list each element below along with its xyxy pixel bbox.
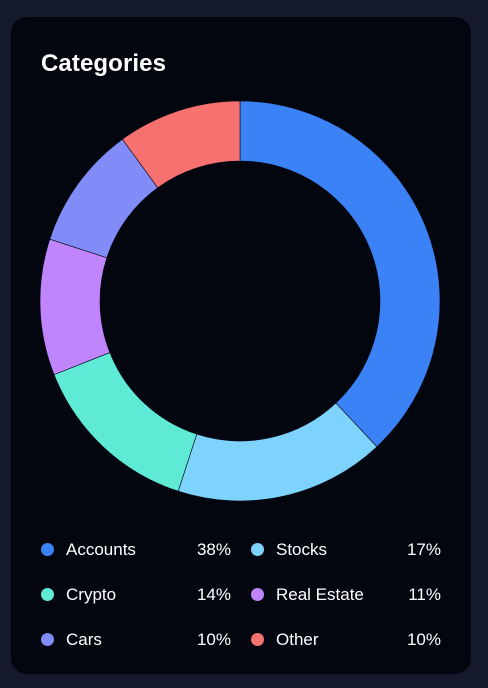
legend-dot-accounts: [41, 543, 54, 556]
donut-slice-other[interactable]: [122, 101, 241, 189]
donut-slice-stocks[interactable]: [177, 402, 378, 501]
legend-value-real-estate: 11%: [408, 584, 441, 604]
legend-label-accounts: Accounts: [66, 539, 136, 559]
legend-item-real-estate[interactable]: Real Estate 11%: [251, 572, 441, 617]
categories-card: Categories Accounts 38% Stocks 17% Crypto 14%…: [11, 17, 471, 674]
legend-value-other: 10%: [406, 629, 441, 649]
legend-value-accounts: 38%: [196, 539, 231, 559]
legend-item-cars[interactable]: Cars 10%: [41, 617, 231, 662]
legend-label-real-estate: Real Estate: [276, 584, 364, 604]
legend-dot-other: [251, 633, 264, 646]
legend-value-crypto: 14%: [196, 584, 231, 604]
legend-value-cars: 10%: [196, 629, 231, 649]
legend-dot-real-estate: [251, 588, 264, 601]
legend-dot-cars: [41, 633, 54, 646]
legend-value-stocks: 17%: [406, 539, 441, 559]
donut-slice-crypto[interactable]: [53, 352, 198, 492]
legend-item-other[interactable]: Other 10%: [251, 617, 441, 662]
legend-label-crypto: Crypto: [66, 584, 117, 604]
donut-slice-accounts[interactable]: [239, 101, 440, 448]
legend-item-stocks[interactable]: Stocks 17%: [251, 527, 441, 572]
legend-dot-stocks: [251, 543, 264, 556]
card-title: Categories: [41, 50, 167, 77]
donut-chart: [40, 101, 440, 501]
legend-label-stocks: Stocks: [276, 539, 328, 559]
legend-label-other: Other: [276, 629, 319, 649]
donut-slice-real-estate[interactable]: [40, 238, 111, 376]
legend-item-accounts[interactable]: Accounts 38%: [41, 527, 231, 572]
chart-legend: Accounts 38% Stocks 17% Crypto 14% Real Estate…: [41, 527, 441, 662]
legend-item-crypto[interactable]: Crypto 14%: [41, 572, 231, 617]
legend-dot-crypto: [41, 588, 54, 601]
legend-label-cars: Cars: [66, 629, 102, 649]
